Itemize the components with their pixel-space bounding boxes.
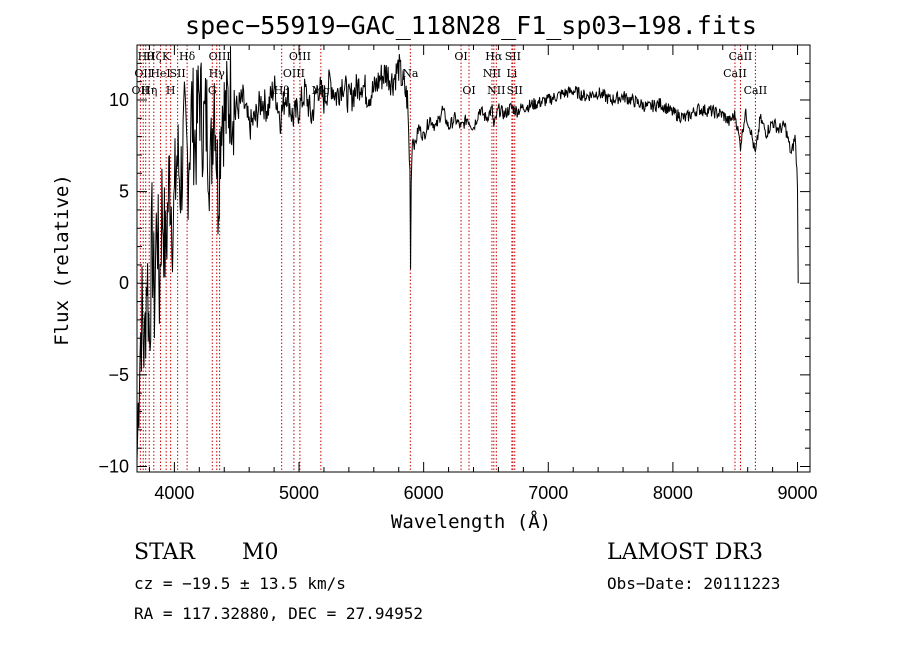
spectral-line-label-10: G <box>208 84 217 97</box>
y-tick-label: 5 <box>119 182 129 202</box>
spectral-line-label-11: Hγ <box>209 67 226 80</box>
spectral-line-label-3: Hη <box>141 84 157 97</box>
y-axis-label: Flux (relative) <box>51 174 73 346</box>
spectral-line-label-21: Hα <box>485 50 503 63</box>
x-tick-label: 5000 <box>279 483 319 503</box>
spectral-line-label-28: CaII <box>744 84 768 97</box>
spectral-line-label-18: OI <box>454 50 467 63</box>
x-tick-label: 7000 <box>528 483 568 503</box>
spectral-line-label-6: K <box>162 50 171 63</box>
spectral-line-label-4: Hζ <box>146 50 162 63</box>
obs-date: Obs−Date: 20111223 <box>607 574 780 593</box>
spectral-line-label-26: CaII <box>723 67 747 80</box>
spectral-line-label-5: HeI <box>150 67 170 80</box>
spectral-line-label-2: Hθ <box>138 50 155 63</box>
x-tick-label: 6000 <box>404 483 444 503</box>
spectral-line-label-7: H <box>166 84 176 97</box>
x-tick-label: 9000 <box>778 483 818 503</box>
y-tick-label: 10 <box>109 90 129 110</box>
x-tick-label: 8000 <box>653 483 693 503</box>
spectral-line-label-1: OII <box>134 67 152 80</box>
spectral-line-label-19: OI <box>462 84 475 97</box>
spectral-line-label-17: Na <box>402 67 419 80</box>
spectral-line-label-12: OIII <box>209 50 231 63</box>
x-axis-label: Wavelength (Å) <box>391 510 551 533</box>
x-axis: 4000 5000 6000 7000 8000 9000 <box>148 45 818 503</box>
spectral-line-label-14: OIII <box>283 67 305 80</box>
object-class: STAR <box>134 540 196 565</box>
spectral-line-label-8: SII <box>170 67 186 80</box>
y-tick-label: −10 <box>98 457 129 477</box>
redshift-value: cz = −19.5 ± 13.5 km/s <box>134 574 346 593</box>
y-tick-label: −5 <box>108 365 129 385</box>
spectral-line-labels: OIIOIIHθHηHζHeIKHSIIHδGHγOIIIHβOIIIOIIIM… <box>132 50 768 97</box>
spectral-line-label-20: NII <box>483 67 501 80</box>
spectral-line-label-25: SII <box>507 84 523 97</box>
spectral-line-label-23: Li <box>506 67 517 80</box>
object-subclass: M0 <box>242 540 279 565</box>
x-tick-label: 4000 <box>154 483 194 503</box>
spectral-line-label-24: SII <box>505 50 521 63</box>
spectral-line-label-13: Hβ <box>274 84 290 97</box>
chart-title: spec−55919−GAC_118N28_F1_sp03−198.fits <box>185 11 757 40</box>
y-axis: −10 −5 0 5 10 <box>98 62 810 477</box>
y-tick-label: 0 <box>119 273 129 293</box>
spectral-line-label-27: CaII <box>729 50 753 63</box>
spectral-line-label-9: Hδ <box>179 50 196 63</box>
spectral-line-label-0: OII <box>132 84 150 97</box>
coordinates: RA = 117.32880, DEC = 27.94952 <box>134 604 423 623</box>
spectral-line-label-22: NII <box>487 84 505 97</box>
spectrum-line <box>136 46 799 463</box>
spectral-line-label-15: OIII <box>289 50 311 63</box>
survey-name: LAMOST DR3 <box>607 540 763 565</box>
